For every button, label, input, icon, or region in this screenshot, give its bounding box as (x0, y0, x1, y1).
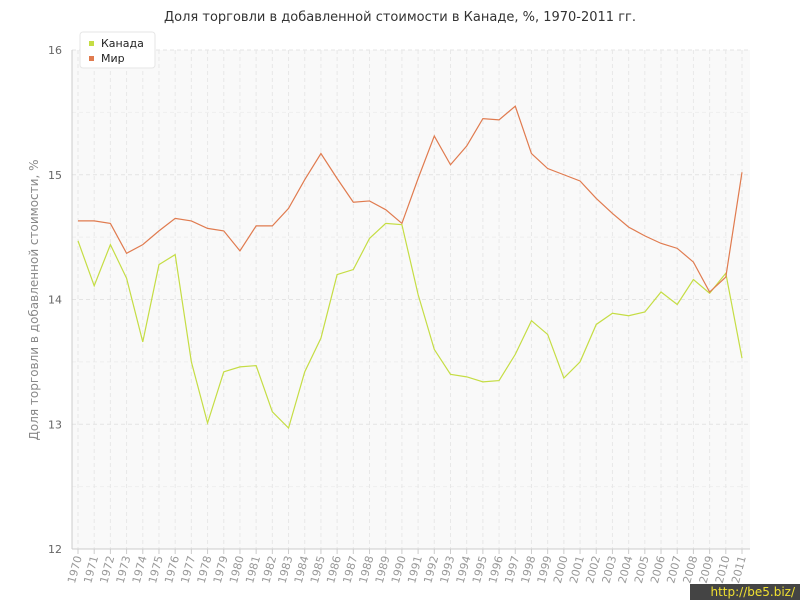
y-tick-label: 14 (48, 294, 62, 307)
legend-swatch (89, 41, 94, 46)
legend-label: Канада (101, 37, 144, 50)
legend: Канада Мир (79, 31, 156, 69)
y-tick-label: 13 (48, 418, 62, 431)
legend-swatch (89, 56, 94, 61)
y-tick-label: 15 (48, 169, 62, 182)
y-tick-label: 16 (48, 44, 62, 57)
legend-label: Мир (101, 52, 125, 65)
watermark-bg (690, 584, 800, 600)
series-line (78, 105, 743, 293)
lines (77, 105, 743, 430)
series-line (77, 222, 743, 430)
chart-title: Доля торговли в добавленной стоимости в … (164, 10, 636, 25)
watermark: http://be5.biz/ (710, 585, 795, 599)
y-axis-label: Доля торговли в добавленной стоимости, % (27, 160, 41, 441)
legend-box (79, 31, 156, 69)
y-tick-label: 12 (48, 543, 62, 556)
